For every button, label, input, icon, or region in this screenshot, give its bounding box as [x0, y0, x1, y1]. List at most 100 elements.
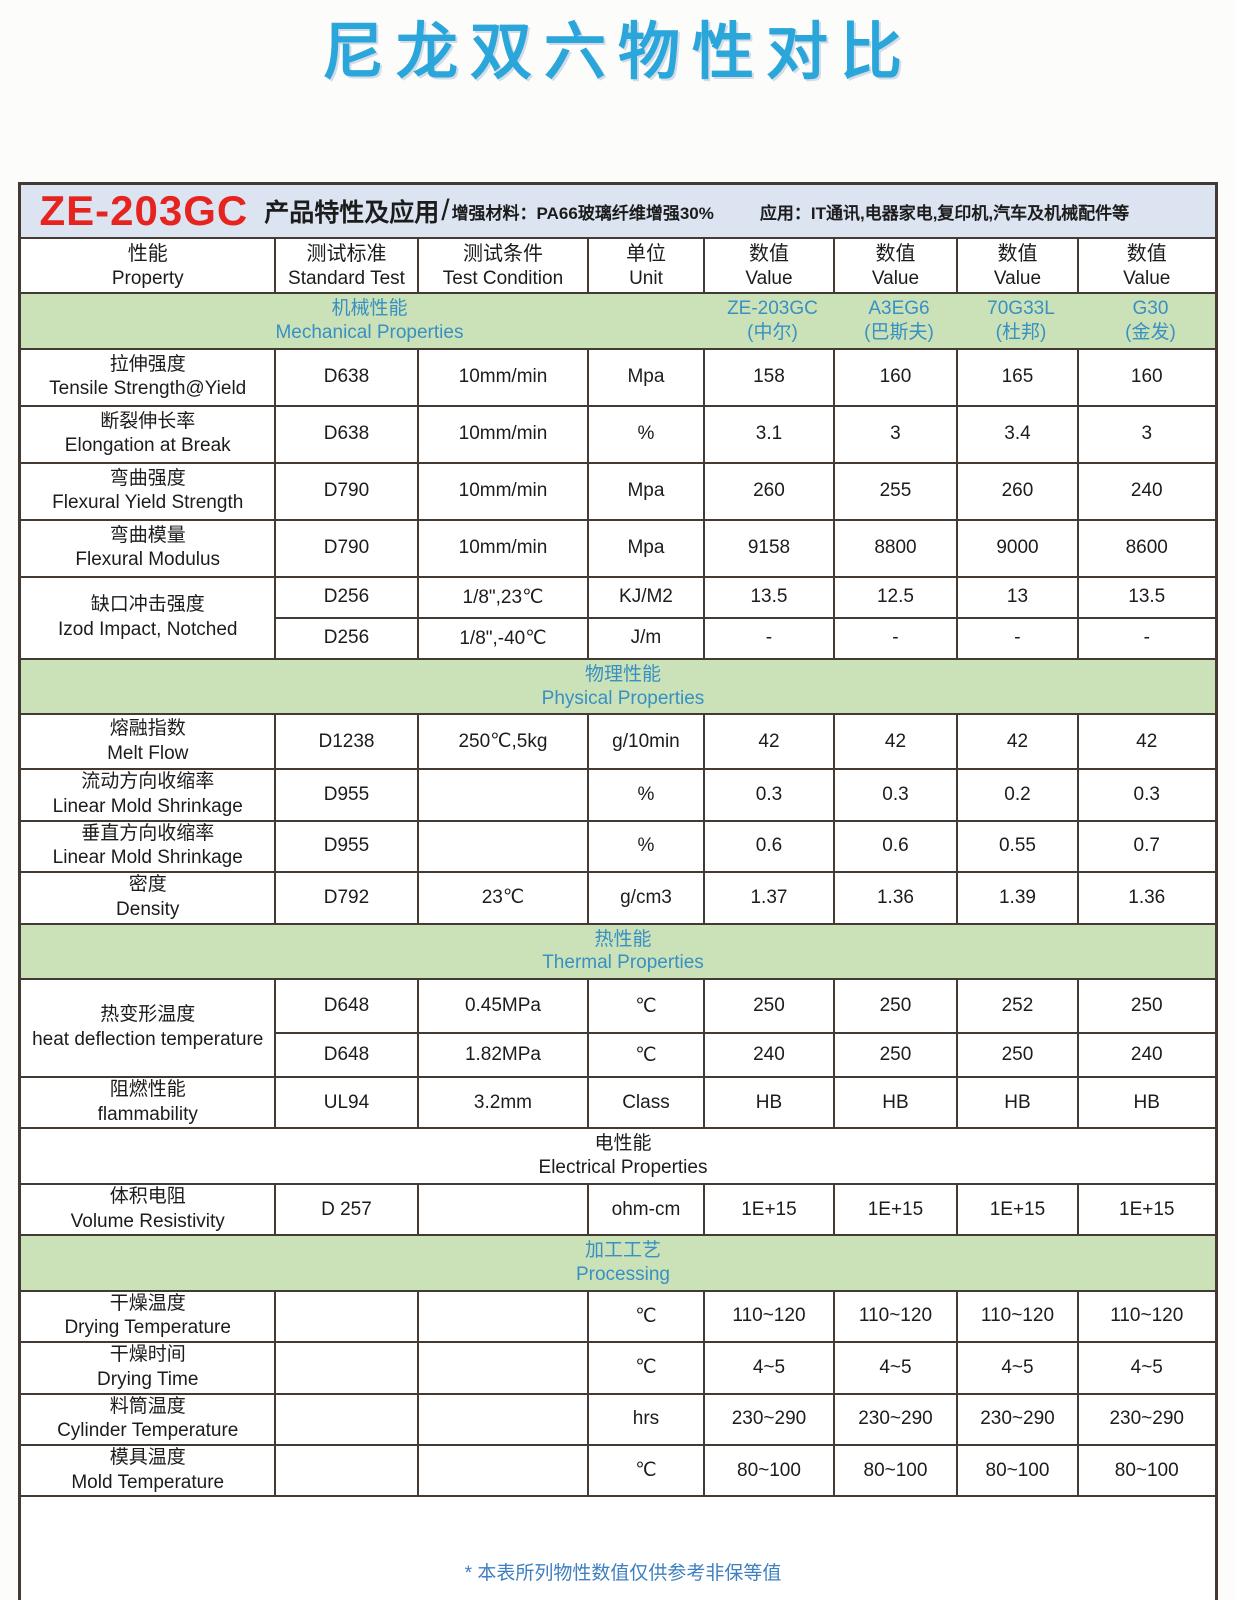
- col-value-en: Value: [993, 267, 1042, 289]
- standard-cell: D955: [273, 768, 419, 822]
- property-zh: 密度: [128, 874, 167, 896]
- value-cell: 252: [955, 978, 1079, 1035]
- standard-cell: UL94: [273, 1076, 419, 1130]
- property-en: Flexural Modulus: [75, 549, 221, 571]
- section-en: Mechanical Properties: [275, 322, 464, 344]
- value-cell: 110~120: [1076, 1289, 1218, 1344]
- section-processing-band: 加工工艺 Processing: [18, 1234, 1218, 1292]
- col-value-2: 数值 Value: [832, 237, 958, 295]
- product-model: ZE-203GC: [39, 187, 249, 235]
- feature-title: 产品特性及应用: [264, 199, 440, 228]
- col-value-zh: 数值: [875, 242, 916, 265]
- value-cell: 8800: [832, 518, 958, 578]
- value-cell: 110~120: [955, 1289, 1079, 1344]
- property-en: Linear Mold Shrinkage: [52, 847, 243, 869]
- col-condition-zh: 测试条件: [462, 242, 543, 265]
- unit-cell: Mpa: [586, 347, 705, 407]
- value-cell: -: [955, 616, 1079, 660]
- property-en: Flexural Yield Strength: [52, 492, 244, 514]
- unit-cell: KJ/M2: [586, 575, 705, 619]
- value-cell: 42: [832, 713, 958, 771]
- datasheet-table: ZE-203GC 产品特性及应用 / 增强材料：PA66玻璃纤维增强30% 应用…: [18, 182, 1218, 1600]
- unit-cell: ℃: [586, 1443, 705, 1498]
- product-header-strip: ZE-203GC 产品特性及应用 / 增强材料：PA66玻璃纤维增强30% 应用…: [18, 182, 1218, 240]
- standard-cell: D790: [273, 461, 419, 521]
- property-cell: 拉伸强度 Tensile Strength@Yield: [18, 347, 276, 407]
- unit-cell: ℃: [586, 1289, 705, 1344]
- row-mold-temperature: 模具温度 Mold Temperature ℃ 80~100 80~100 80…: [18, 1443, 1218, 1498]
- value-cell: 240: [1076, 1032, 1218, 1079]
- value-cell: 13.5: [1076, 575, 1218, 619]
- value-cell: 42: [1076, 713, 1218, 771]
- brand-70g33l: 70G33L (杜邦): [960, 297, 1081, 345]
- section-mechanical-row: 机械性能 Mechanical Properties ZE-203GC (中尔)…: [18, 292, 1218, 350]
- section-zh: 机械性能: [331, 298, 408, 320]
- property-en: Linear Mold Shrinkage: [52, 796, 243, 818]
- property-en: Cylinder Temperature: [57, 1420, 239, 1442]
- property-zh: 弯曲强度: [109, 467, 186, 489]
- value-cell: 4~5: [955, 1341, 1079, 1395]
- value-cell: 110~120: [832, 1289, 958, 1344]
- property-zh: 模具温度: [109, 1446, 186, 1468]
- property-en: Drying Time: [97, 1368, 199, 1390]
- value-cell: 1E+15: [1076, 1182, 1218, 1237]
- value-cell: 9158: [702, 518, 835, 578]
- section-processing-row: 加工工艺 Processing: [18, 1234, 1218, 1292]
- application-text: 应用：IT通讯,电器家电,复印机,汽车及机械配件等: [759, 203, 1130, 223]
- property-en: Mold Temperature: [71, 1471, 225, 1493]
- value-cell: 260: [702, 461, 835, 521]
- value-cell: 3.4: [955, 404, 1079, 464]
- value-cell: 230~290: [832, 1392, 958, 1446]
- property-zh: 断裂伸长率: [100, 410, 196, 432]
- row-cylinder-temperature: 料筒温度 Cylinder Temperature hrs 230~290 23…: [18, 1392, 1218, 1446]
- section-thermal-row: 热性能 Thermal Properties: [18, 922, 1218, 981]
- unit-cell: ohm-cm: [586, 1182, 705, 1237]
- value-cell: 250: [702, 978, 835, 1035]
- property-en: Melt Flow: [107, 742, 189, 764]
- value-cell: 160: [1076, 347, 1218, 407]
- value-cell: 8600: [1076, 518, 1218, 578]
- unit-cell: J/m: [586, 616, 705, 660]
- value-cell: 240: [1076, 461, 1218, 521]
- property-cell: 阻燃性能 flammability: [18, 1076, 276, 1130]
- brand-g30: G30 (金发): [1081, 297, 1214, 345]
- column-header-row: 性能 Property 测试标准 Standard Test 测试条件 Test…: [18, 237, 1218, 295]
- standard-cell: [273, 1341, 419, 1395]
- section-electrical-row: 电性能 Electrical Properties: [18, 1127, 1218, 1185]
- value-cell: 1.39: [955, 871, 1079, 925]
- property-zh: 拉伸强度: [109, 353, 186, 375]
- value-cell: 4~5: [702, 1341, 835, 1395]
- standard-cell: D792: [273, 871, 419, 925]
- brand-a3eg6: A3EG6 (巴斯夫): [837, 297, 960, 345]
- value-cell: 1.36: [832, 871, 958, 925]
- property-zh: 熔融指数: [109, 718, 186, 740]
- unit-cell: %: [586, 404, 705, 464]
- row-hdt-182mpa: D648 1.82MPa ℃ 240 250 250 240: [20, 1032, 1218, 1079]
- row-izod-23c: 缺口冲击强度 Izod Impact, Notched D256 1/8",23…: [18, 575, 1218, 660]
- section-mechanical-title: 机械性能 Mechanical Properties: [22, 295, 707, 347]
- condition-cell: 1/8",-40℃: [416, 616, 589, 660]
- section-electrical-title: 电性能 Electrical Properties: [22, 1130, 1214, 1182]
- value-cell: 80~100: [832, 1443, 958, 1498]
- col-value-en: Value: [1123, 267, 1171, 289]
- value-cell: HB: [702, 1076, 835, 1130]
- value-cell: 4~5: [832, 1341, 958, 1395]
- section-mechanical-band: 机械性能 Mechanical Properties ZE-203GC (中尔)…: [18, 292, 1218, 350]
- value-cell: -: [702, 616, 835, 660]
- value-cell: 13.5: [702, 575, 835, 619]
- section-zh: 热性能: [594, 928, 652, 950]
- condition-cell: 1/8",23℃: [416, 575, 589, 619]
- unit-cell: ℃: [586, 1032, 705, 1079]
- property-cell: 垂直方向收缩率 Linear Mold Shrinkage: [18, 819, 276, 874]
- section-physical-row: 物理性能 Physical Properties: [18, 657, 1218, 716]
- value-cell: 1.36: [1076, 871, 1218, 925]
- property-zh: 干燥温度: [109, 1292, 186, 1314]
- condition-cell: 0.45MPa: [416, 978, 589, 1035]
- row-volume-resistivity: 体积电阻 Volume Resistivity D 257 ohm-cm 1E+…: [18, 1182, 1218, 1237]
- value-cell: 80~100: [702, 1443, 835, 1498]
- value-cell: 0.6: [832, 819, 958, 874]
- value-cell: 250: [832, 1032, 958, 1079]
- col-property-en: Property: [111, 267, 184, 289]
- slash-separator: /: [441, 194, 450, 228]
